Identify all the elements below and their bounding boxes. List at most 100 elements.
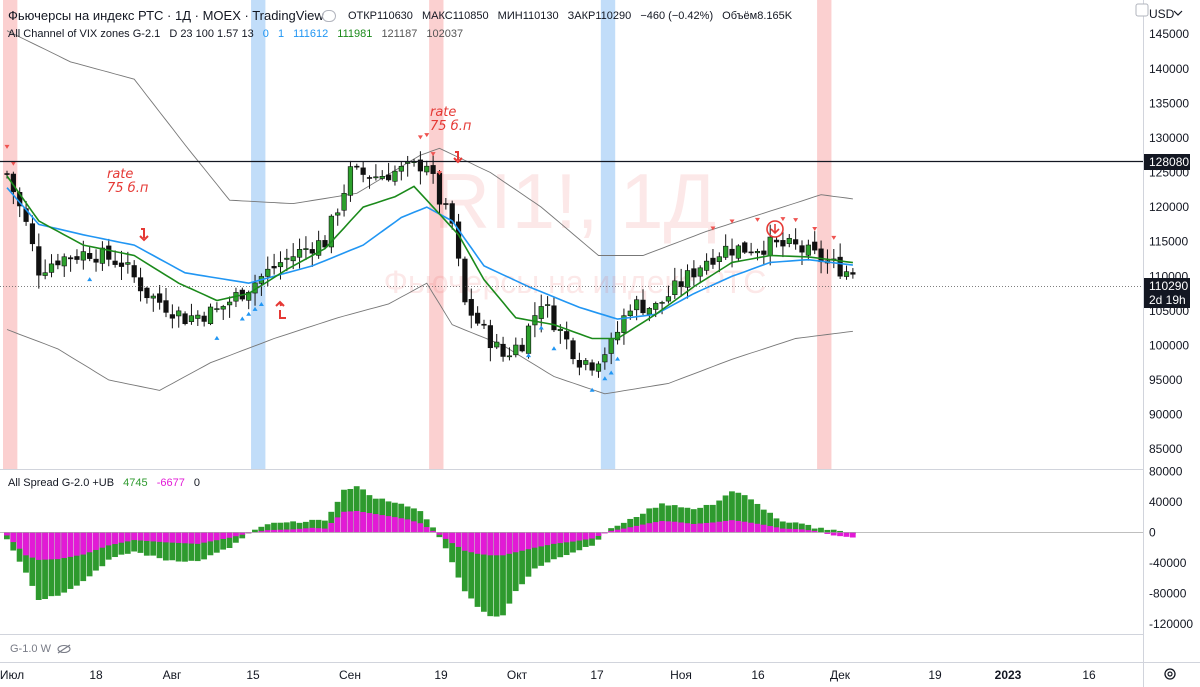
candle-body[interactable] <box>773 239 780 243</box>
candle-body[interactable] <box>742 242 748 253</box>
candle-body[interactable] <box>182 313 188 325</box>
candle-body[interactable] <box>106 245 112 260</box>
candle-body[interactable] <box>424 165 430 173</box>
indicator-legend-2[interactable]: All Spread G-2.0 +UB 4745 -6677 0 <box>8 477 206 489</box>
candle-body[interactable] <box>583 360 589 365</box>
candle-body[interactable] <box>290 256 296 262</box>
candle-body[interactable] <box>602 354 608 363</box>
candle-body[interactable] <box>843 271 850 277</box>
candle-body[interactable] <box>74 256 80 260</box>
candle-body[interactable] <box>500 343 506 357</box>
candle-body[interactable] <box>767 236 773 256</box>
candle-body[interactable] <box>341 193 347 211</box>
currency-selector[interactable]: USD <box>1149 7 1175 21</box>
expand-icon[interactable] <box>1135 3 1149 17</box>
time-axis[interactable]: Июл 18 Авг 15 Сен 19 Окт 17 Ноя 16 Дек 19 2023 16 <box>0 668 1096 682</box>
candle-body[interactable] <box>678 281 684 288</box>
price-axis[interactable]: 8500090000950001000001050001100001150001… <box>1149 27 1189 456</box>
candle-body[interactable] <box>169 314 175 319</box>
candle-body[interactable] <box>595 363 602 372</box>
candle-body[interactable] <box>475 312 481 324</box>
candle-body[interactable] <box>246 291 252 301</box>
candle-body[interactable] <box>436 172 443 205</box>
footer-indicator-label[interactable]: G-1.0 W <box>10 643 51 655</box>
candle-body[interactable] <box>360 167 366 175</box>
candle-body[interactable] <box>621 315 627 333</box>
candle-body[interactable] <box>284 257 290 260</box>
candle-body[interactable] <box>589 362 595 371</box>
candle-body[interactable] <box>525 325 532 354</box>
candle-body[interactable] <box>309 249 315 254</box>
candle-body[interactable] <box>137 277 144 292</box>
candle-body[interactable] <box>392 170 398 182</box>
candle-body[interactable] <box>850 272 856 275</box>
candle-body[interactable] <box>322 240 328 248</box>
candle-body[interactable] <box>672 280 678 296</box>
candle-body[interactable] <box>277 262 284 268</box>
candle-body[interactable] <box>812 241 818 251</box>
candle-body[interactable] <box>379 176 385 179</box>
candle-body[interactable] <box>220 306 226 310</box>
spread-axis[interactable]: 80000 40000 0 -40000 -80000 -120000 <box>1149 464 1193 631</box>
candle-body[interactable] <box>576 360 582 368</box>
candle-body[interactable] <box>354 165 360 168</box>
candle-body[interactable] <box>68 257 74 260</box>
candle-body[interactable] <box>506 355 513 358</box>
candle-body[interactable] <box>398 165 404 172</box>
candle-body[interactable] <box>468 299 474 316</box>
symbol-title[interactable]: Фьючерсы на индекс РТС · 1Д · MOEX · Tra… <box>8 8 324 23</box>
candles-layer[interactable] <box>4 151 856 378</box>
candle-body[interactable] <box>735 245 741 259</box>
candle-body[interactable] <box>131 265 137 278</box>
candle-body[interactable] <box>551 305 557 331</box>
candle-body[interactable] <box>112 260 118 265</box>
candle-body[interactable] <box>723 245 729 258</box>
candle-body[interactable] <box>271 265 277 269</box>
candle-body[interactable] <box>61 256 67 267</box>
candle-body[interactable] <box>443 203 449 205</box>
candle-body[interactable] <box>99 247 105 264</box>
candle-body[interactable] <box>799 245 805 253</box>
candle-body[interactable] <box>227 301 233 306</box>
gear-icon[interactable] <box>1164 668 1176 680</box>
candle-body[interactable] <box>385 174 392 181</box>
candle-body[interactable] <box>42 272 48 276</box>
candle-body[interactable] <box>29 223 36 245</box>
candle-body[interactable] <box>761 250 767 255</box>
candle-body[interactable] <box>538 306 544 319</box>
candle-body[interactable] <box>316 240 322 256</box>
candle-body[interactable] <box>118 262 125 267</box>
candle-body[interactable] <box>125 262 131 265</box>
candle-body[interactable] <box>754 251 761 254</box>
candle-body[interactable] <box>449 203 455 224</box>
candle-body[interactable] <box>48 263 55 273</box>
candle-body[interactable] <box>653 303 659 310</box>
candle-body[interactable] <box>405 161 411 164</box>
candle-body[interactable] <box>373 176 379 179</box>
candle-body[interactable] <box>93 258 99 263</box>
candle-body[interactable] <box>494 341 500 348</box>
candle-body[interactable] <box>55 260 61 266</box>
candle-body[interactable] <box>513 344 519 356</box>
candle-body[interactable] <box>684 270 691 288</box>
candle-body[interactable] <box>4 173 10 175</box>
candle-body[interactable] <box>703 260 710 271</box>
candle-body[interactable] <box>519 344 525 352</box>
candle-body[interactable] <box>481 323 487 326</box>
candle-body[interactable] <box>793 239 799 245</box>
candle-body[interactable] <box>265 268 271 277</box>
spread-histogram[interactable] <box>0 486 1143 617</box>
candle-body[interactable] <box>150 295 156 299</box>
candle-body[interactable] <box>729 248 735 256</box>
candle-body[interactable] <box>570 340 576 360</box>
candle-body[interactable] <box>163 300 169 313</box>
candle-body[interactable] <box>303 248 309 250</box>
candle-body[interactable] <box>818 248 824 263</box>
candle-body[interactable] <box>608 338 614 354</box>
candle-body[interactable] <box>646 308 652 315</box>
candle-body[interactable] <box>544 304 551 306</box>
candle-body[interactable] <box>665 296 672 302</box>
candle-body[interactable] <box>462 258 468 303</box>
candle-body[interactable] <box>697 267 703 277</box>
candle-body[interactable] <box>214 308 220 310</box>
